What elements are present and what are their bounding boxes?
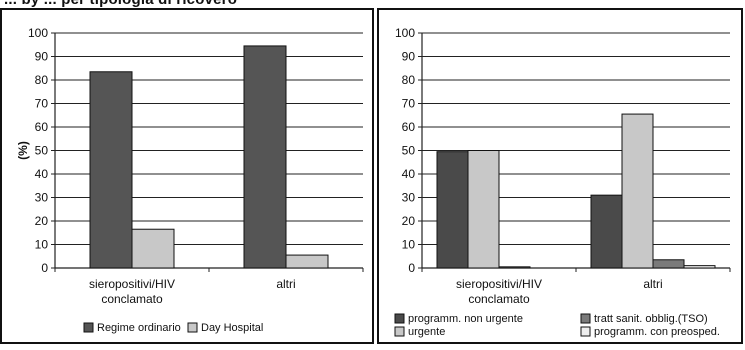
x-category-label: conclamato	[468, 292, 530, 306]
bar-regime-ordinario-altri	[243, 45, 287, 269]
bar-urgente-altri	[621, 113, 654, 269]
legend-label: programm. non urgente	[408, 313, 523, 325]
y-tick-label: 30	[35, 191, 49, 205]
bar-programm-con-preosped-altri	[683, 265, 716, 269]
y-tick-label: 10	[402, 238, 416, 252]
chart-modalita-svg: 0 10 20 30 40 50 60 70 80 90 100 sieropositivi/HIVc…	[394, 26, 731, 338]
chart-regime-svg: 0 10 20 30 40 50 60 70 80 90 100 (%) sieropositivi/H…	[16, 26, 364, 334]
y-tick-label: 0	[41, 261, 48, 275]
y-axis-label: (%)	[16, 141, 30, 160]
legend-swatch-tratt-sanit-obblig-tso	[580, 313, 591, 324]
y-tick-label: 40	[35, 167, 49, 181]
bar-day-hospital-sieropositivi-hiv	[131, 228, 175, 269]
y-tick-label: 70	[35, 97, 49, 111]
y-tick-label: 30	[402, 191, 416, 205]
bar-regime-ordinario-sieropositivi-hiv	[89, 71, 133, 269]
y-tick-label: 80	[402, 73, 416, 87]
bar-urgente-sieropositivi-hiv	[467, 150, 500, 269]
bar-day-hospital-altri	[285, 254, 329, 269]
y-tick-label: 60	[35, 120, 49, 134]
y-tick-label: 90	[402, 50, 416, 64]
y-tick-label: 60	[402, 120, 416, 134]
bar-tratt-sanit-obblig-tso-altri	[652, 259, 685, 269]
bar-programm-non-urgente-sieropositivi-hiv	[436, 151, 469, 269]
y-tick-label: 10	[35, 238, 49, 252]
x-category-label: sieropositivi/HIV	[89, 277, 175, 291]
chart-panel-ricovero-modalita: 0 10 20 30 40 50 60 70 80 90 100 sieropositivi/HIV c…	[377, 8, 743, 344]
legend-label: programm. con preosped.	[594, 326, 720, 338]
legend-label: Regime ordinario	[97, 322, 181, 334]
y-tick-label: 80	[35, 73, 49, 87]
legend-label: Day Hospital	[201, 322, 263, 334]
y-tick-label: 70	[402, 97, 416, 111]
legend-swatch-urgente	[394, 326, 405, 337]
x-category-label: sieropositivi/HIV	[456, 277, 542, 291]
x-category-label: altri	[276, 277, 295, 291]
y-tick-label: 0	[408, 261, 415, 275]
legend-swatch-programm-con-preosped	[580, 326, 591, 337]
y-tick-label: 100	[395, 26, 415, 40]
legend-label: tratt sanit. obblig.(TSO)	[594, 313, 708, 325]
y-tick-label: 90	[35, 50, 49, 64]
x-category-label: altri	[643, 277, 662, 291]
y-tick-label: 40	[402, 167, 416, 181]
legend-swatch-regime-ordinario	[83, 322, 94, 333]
legend-swatch-day-hospital	[187, 322, 198, 333]
y-tick-label: 20	[35, 214, 49, 228]
legend-swatch-programm-non-urgente	[394, 313, 405, 324]
page-heading: ... by ... per tipologia di ricovero	[4, 0, 237, 8]
chart-panel-ricovero-regime: 0 10 20 30 40 50 60 70 80 90 100 (%) sieropositivi/H…	[0, 8, 374, 344]
legend-label: urgente	[408, 326, 445, 338]
y-tick-label: 50	[402, 144, 416, 158]
bar-tratt-sanit-obblig-tso-sieropositivi-hiv	[498, 266, 531, 269]
y-tick-label: 100	[28, 26, 48, 40]
y-tick-label: 20	[402, 214, 416, 228]
bar-programm-non-urgente-altri	[590, 194, 623, 269]
y-tick-label: 50	[35, 144, 49, 158]
x-category-label: conclamato	[101, 292, 163, 306]
